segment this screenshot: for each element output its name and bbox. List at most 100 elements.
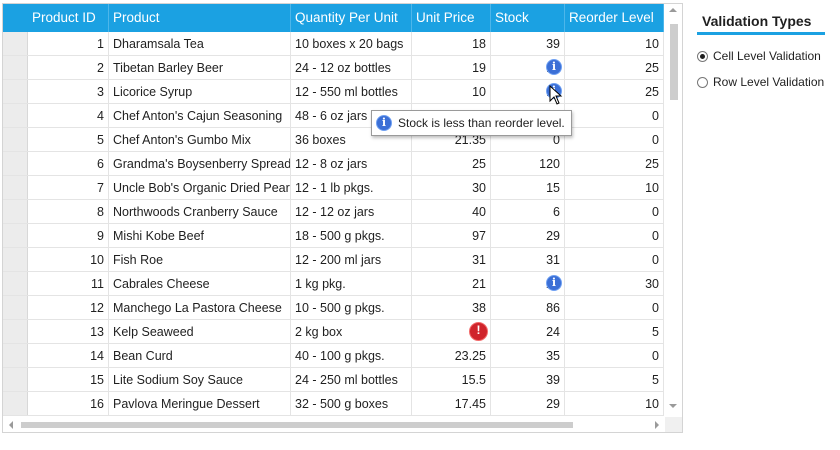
- cell-product[interactable]: Pavlova Meringue Dessert: [109, 392, 291, 415]
- cell-unit-price[interactable]: 21.35: [412, 128, 491, 151]
- error-icon[interactable]: !: [469, 322, 488, 341]
- table-row[interactable]: 8 Northwoods Cranberry Sauce 12 - 12 oz ja…: [3, 200, 664, 224]
- cell-product-id[interactable]: 3: [28, 80, 109, 103]
- row-indicator[interactable]: [3, 296, 28, 319]
- radio-selected-icon[interactable]: [697, 50, 708, 62]
- table-row[interactable]: 9 Mishi Kobe Beef 18 - 500 g pkgs. 97 29 0: [3, 224, 664, 248]
- cell-reorder-level[interactable]: 5: [565, 368, 664, 391]
- cell-product-id[interactable]: 1: [28, 32, 109, 55]
- cell-quantity-per-unit[interactable]: 36 boxes: [291, 128, 412, 151]
- cell-quantity-per-unit[interactable]: 40 - 100 g pkgs.: [291, 344, 412, 367]
- cell-stock[interactable]: 31: [491, 248, 565, 271]
- cell-product[interactable]: Lite Sodium Soy Sauce: [109, 368, 291, 391]
- cell-product-id[interactable]: 5: [28, 128, 109, 151]
- cell-product[interactable]: Fish Roe: [109, 248, 291, 271]
- cell-reorder-level[interactable]: 0: [565, 344, 664, 367]
- cell-product[interactable]: Grandma's Boysenberry Spread: [109, 152, 291, 175]
- table-row[interactable]: 1 Dharamsala Tea 10 boxes x 20 bags 18 39 10: [3, 32, 664, 56]
- cell-product[interactable]: Kelp Seaweed: [109, 320, 291, 343]
- cell-reorder-level[interactable]: 0: [565, 248, 664, 271]
- table-row[interactable]: 12 Manchego La Pastora Cheese 10 - 500 g p…: [3, 296, 664, 320]
- cell-product-id[interactable]: 13: [28, 320, 109, 343]
- horizontal-scroll-thumb[interactable]: [21, 422, 573, 428]
- row-indicator[interactable]: [3, 392, 28, 415]
- cell-stock[interactable]: 35: [491, 344, 565, 367]
- cell-reorder-level[interactable]: 5: [565, 320, 664, 343]
- cell-product[interactable]: Manchego La Pastora Cheese: [109, 296, 291, 319]
- cell-product[interactable]: Uncle Bob's Organic Dried Pears: [109, 176, 291, 199]
- cell-stock[interactable]: 24: [491, 320, 565, 343]
- column-header-stock[interactable]: Stock: [491, 4, 565, 32]
- horizontal-scrollbar[interactable]: [3, 417, 665, 432]
- cell-product[interactable]: Chef Anton's Cajun Seasoning: [109, 104, 291, 127]
- cell-quantity-per-unit[interactable]: 18 - 500 g pkgs.: [291, 224, 412, 247]
- cell-stock[interactable]: 29: [491, 224, 565, 247]
- cell-stock[interactable]: 39: [491, 368, 565, 391]
- row-indicator[interactable]: [3, 368, 28, 391]
- cell-quantity-per-unit[interactable]: 24 - 250 ml bottles: [291, 368, 412, 391]
- row-indicator[interactable]: [3, 272, 28, 295]
- cell-unit-price[interactable]: 97: [412, 224, 491, 247]
- cell-quantity-per-unit[interactable]: 12 - 550 ml bottles: [291, 80, 412, 103]
- cell-product-id[interactable]: 4: [28, 104, 109, 127]
- row-indicator[interactable]: [3, 32, 28, 55]
- cell-unit-price[interactable]: 15.5: [412, 368, 491, 391]
- cell-unit-price[interactable]: 30: [412, 176, 491, 199]
- vertical-scroll-thumb[interactable]: [670, 24, 678, 100]
- cell-product-id[interactable]: 7: [28, 176, 109, 199]
- cell-reorder-level[interactable]: 0: [565, 104, 664, 127]
- row-indicator[interactable]: [3, 80, 28, 103]
- radio-unselected-icon[interactable]: [697, 76, 708, 88]
- cell-quantity-per-unit[interactable]: 12 - 12 oz jars: [291, 200, 412, 223]
- cell-stock[interactable]: 39: [491, 32, 565, 55]
- row-indicator[interactable]: [3, 320, 28, 343]
- cell-product-id[interactable]: 2: [28, 56, 109, 79]
- cell-unit-price[interactable]: 17.45: [412, 392, 491, 415]
- cell-product-id[interactable]: 12: [28, 296, 109, 319]
- cell-reorder-level[interactable]: 10: [565, 32, 664, 55]
- row-indicator[interactable]: [3, 248, 28, 271]
- table-row[interactable]: 14 Bean Curd 40 - 100 g pkgs. 23.25 35 0: [3, 344, 664, 368]
- cell-product-id[interactable]: 15: [28, 368, 109, 391]
- cell-quantity-per-unit[interactable]: 2 kg box: [291, 320, 412, 343]
- cell-reorder-level[interactable]: 10: [565, 392, 664, 415]
- scroll-right-arrow-icon[interactable]: [655, 421, 659, 429]
- column-header-unit-price[interactable]: Unit Price: [412, 4, 491, 32]
- cell-reorder-level[interactable]: 0: [565, 224, 664, 247]
- cell-product[interactable]: Chef Anton's Gumbo Mix: [109, 128, 291, 151]
- cell-unit-price[interactable]: 6!: [412, 320, 491, 343]
- cell-reorder-level[interactable]: 0: [565, 296, 664, 319]
- row-indicator[interactable]: [3, 176, 28, 199]
- table-row[interactable]: 15 Lite Sodium Soy Sauce 24 - 250 ml bottl…: [3, 368, 664, 392]
- table-row[interactable]: 6 Grandma's Boysenberry Spread 12 - 8 oz j…: [3, 152, 664, 176]
- cell-unit-price[interactable]: 38: [412, 296, 491, 319]
- cell-reorder-level[interactable]: 25: [565, 152, 664, 175]
- cell-product-id[interactable]: 16: [28, 392, 109, 415]
- radio-row-level-validation[interactable]: Row Level Validation: [697, 69, 837, 95]
- row-indicator[interactable]: [3, 128, 28, 151]
- row-indicator[interactable]: [3, 224, 28, 247]
- column-header-reorder-level[interactable]: Reorder Level: [565, 4, 664, 32]
- cell-stock[interactable]: 17i: [491, 56, 565, 79]
- row-indicator[interactable]: [3, 104, 28, 127]
- cell-quantity-per-unit[interactable]: 12 - 8 oz jars: [291, 152, 412, 175]
- cell-stock[interactable]: 22i: [491, 272, 565, 295]
- cell-quantity-per-unit[interactable]: 10 boxes x 20 bags: [291, 32, 412, 55]
- cell-quantity-per-unit[interactable]: 10 - 500 g pkgs.: [291, 296, 412, 319]
- scroll-up-arrow-icon[interactable]: [669, 8, 677, 12]
- cell-product-id[interactable]: 9: [28, 224, 109, 247]
- cell-product-id[interactable]: 8: [28, 200, 109, 223]
- cell-product[interactable]: Northwoods Cranberry Sauce: [109, 200, 291, 223]
- row-indicator[interactable]: [3, 152, 28, 175]
- scroll-left-arrow-icon[interactable]: [9, 421, 13, 429]
- cell-quantity-per-unit[interactable]: 24 - 12 oz bottles: [291, 56, 412, 79]
- cell-reorder-level[interactable]: 10: [565, 176, 664, 199]
- cell-unit-price[interactable]: 10: [412, 80, 491, 103]
- cell-unit-price[interactable]: 23.25: [412, 344, 491, 367]
- vertical-scrollbar[interactable]: [665, 4, 682, 417]
- products-data-grid[interactable]: Product ID Product Quantity Per Unit Uni…: [2, 3, 683, 433]
- cell-product[interactable]: Tibetan Barley Beer: [109, 56, 291, 79]
